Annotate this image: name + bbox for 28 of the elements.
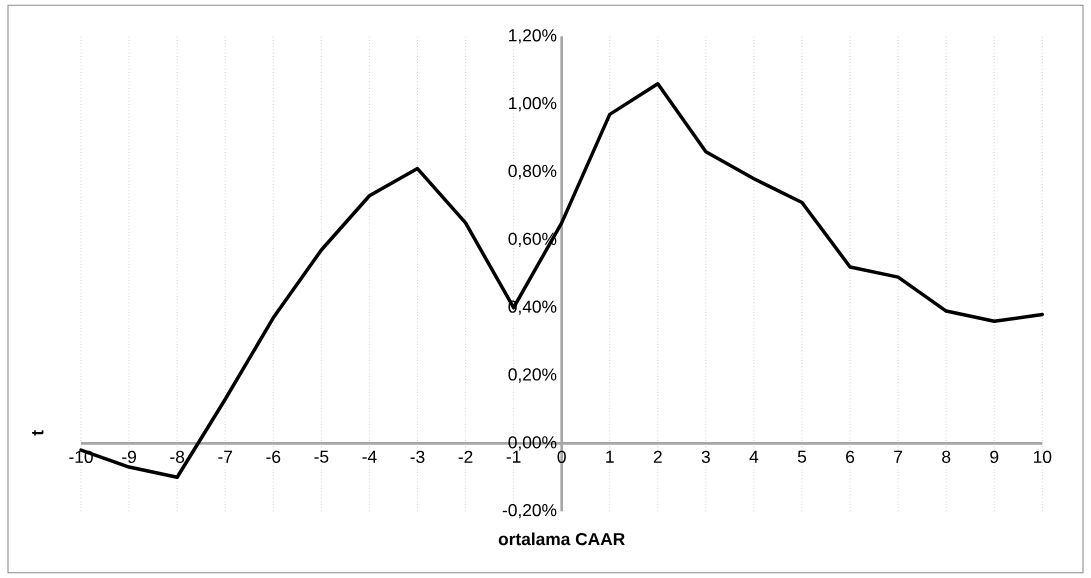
x-tick-label: -1 — [506, 450, 521, 463]
x-tick-label: 10 — [1034, 450, 1052, 463]
y-tick-label: 1,20% — [509, 29, 557, 44]
y-axis-title: t — [32, 430, 44, 436]
y-tick-label: 1,00% — [509, 96, 557, 112]
x-tick-label: 2 — [653, 450, 662, 463]
x-tick-label: -9 — [122, 450, 136, 463]
x-axis-title: ortalama CAAR — [498, 532, 625, 546]
y-tick-label: 0,20% — [508, 368, 557, 383]
x-tick-label: 7 — [894, 450, 903, 463]
x-tick-label: 6 — [846, 450, 855, 463]
x-tick-label: 9 — [990, 450, 999, 463]
y-tick-label: -0,20% — [502, 503, 557, 519]
x-tick-label: -5 — [314, 450, 329, 463]
x-tick-label: -4 — [362, 450, 377, 463]
x-tick-label: 1 — [606, 450, 614, 463]
x-tick-label: 4 — [749, 450, 759, 463]
y-tick-label: 0,80% — [508, 164, 557, 180]
y-tick-label: 0,00% — [508, 436, 557, 451]
x-tick-label: -6 — [266, 450, 281, 463]
x-tick-label: -8 — [170, 450, 185, 463]
x-tick-label: -3 — [410, 450, 425, 463]
x-tick-label: 0 — [557, 450, 566, 463]
x-tick-label: -7 — [218, 450, 233, 463]
x-tick-label: 5 — [797, 450, 807, 463]
x-tick-label: 8 — [942, 450, 951, 463]
x-tick-label: -2 — [458, 450, 473, 463]
x-tick-label: 3 — [701, 450, 710, 463]
